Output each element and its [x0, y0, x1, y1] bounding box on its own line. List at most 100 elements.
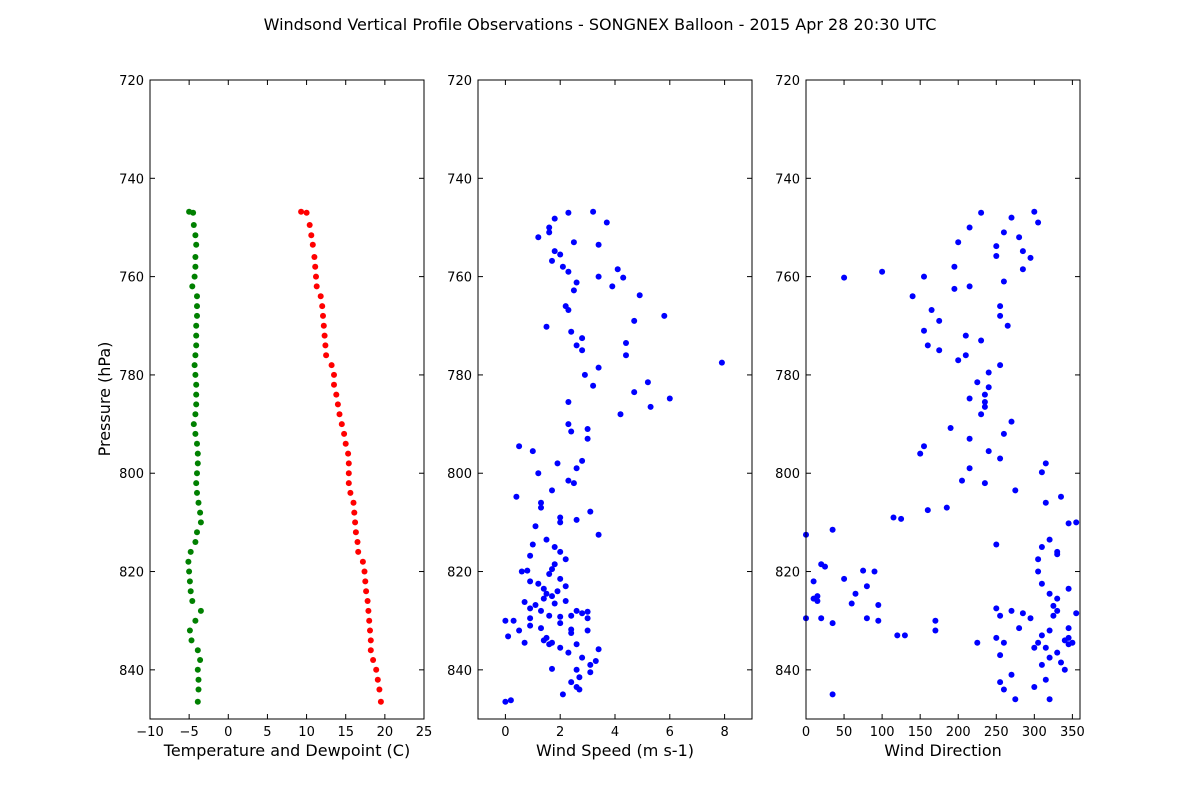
x-tick-label: 0 — [802, 725, 810, 740]
data-point — [932, 617, 939, 624]
data-point — [557, 613, 564, 620]
data-point — [631, 389, 638, 396]
data-point — [1035, 568, 1042, 575]
data-point — [1038, 580, 1045, 587]
data-point — [909, 293, 916, 300]
x-tick-label: 20 — [377, 725, 394, 740]
data-point — [829, 526, 836, 533]
data-point — [644, 379, 651, 386]
data-point — [363, 588, 370, 595]
data-point — [614, 266, 621, 273]
x-tick-label: 5 — [263, 725, 271, 740]
data-point — [507, 697, 514, 704]
data-point — [331, 381, 337, 388]
data-point — [361, 568, 368, 575]
data-point — [584, 615, 591, 622]
data-point — [538, 625, 544, 632]
data-point — [1019, 266, 1026, 273]
data-point — [921, 273, 927, 280]
data-point — [848, 600, 855, 607]
data-point — [573, 516, 580, 523]
data-point — [546, 641, 553, 648]
data-point — [1054, 551, 1061, 558]
data-point — [576, 674, 583, 681]
data-point — [879, 268, 886, 275]
data-point — [370, 657, 377, 663]
data-point — [186, 568, 193, 575]
data-point — [345, 460, 352, 467]
data-point — [313, 273, 319, 280]
data-point — [1016, 625, 1023, 632]
x-axis-label: Temperature and Dewpoint (C) — [163, 741, 410, 760]
data-point — [966, 283, 973, 290]
data-point — [535, 470, 542, 477]
data-point — [936, 347, 943, 354]
data-point — [194, 293, 200, 300]
data-point — [190, 222, 197, 228]
data-point — [997, 303, 1004, 310]
data-point — [365, 607, 372, 614]
data-point — [527, 615, 534, 622]
data-point — [590, 382, 597, 389]
data-point — [818, 615, 825, 622]
data-point — [1000, 229, 1007, 236]
data-point — [966, 435, 973, 442]
data-point — [195, 499, 202, 506]
data-point — [573, 607, 580, 614]
data-point — [557, 644, 564, 651]
data-point — [317, 293, 324, 300]
data-point — [590, 208, 597, 215]
data-point — [510, 617, 517, 624]
data-point — [617, 411, 624, 418]
data-point — [194, 450, 201, 457]
data-point — [570, 239, 577, 246]
data-point — [186, 627, 193, 634]
y-tick-label: 720 — [119, 74, 144, 89]
data-point — [576, 686, 583, 693]
data-point — [549, 665, 555, 672]
data-point — [1038, 661, 1045, 668]
data-point — [1000, 430, 1007, 437]
data-point — [1035, 556, 1042, 563]
data-point — [193, 241, 200, 248]
data-point — [342, 440, 349, 447]
data-point — [928, 307, 935, 313]
data-point — [546, 571, 553, 577]
data-point — [551, 600, 558, 607]
data-point — [345, 480, 352, 487]
data-point — [194, 312, 200, 319]
data-point — [1046, 590, 1053, 597]
data-point — [1054, 649, 1061, 656]
data-point — [565, 421, 572, 428]
data-point — [557, 548, 564, 555]
data-point — [543, 536, 550, 543]
data-point — [568, 612, 575, 619]
data-point — [1065, 625, 1072, 632]
data-point — [1008, 671, 1015, 678]
data-point — [570, 287, 577, 294]
data-point — [1012, 487, 1019, 494]
data-point — [376, 686, 383, 693]
data-point — [355, 548, 362, 555]
data-point — [978, 209, 985, 216]
data-point — [595, 646, 602, 653]
data-point — [192, 430, 199, 437]
data-point — [352, 529, 359, 536]
data-point — [377, 698, 384, 705]
x-tick-label: 250 — [984, 725, 1009, 740]
x-axis-label: Wind Direction — [884, 741, 1002, 760]
data-point — [359, 558, 366, 565]
data-point — [373, 666, 380, 673]
data-point — [192, 617, 199, 624]
data-point — [192, 411, 199, 418]
data-point — [345, 450, 352, 457]
data-point — [543, 323, 550, 330]
data-point — [197, 607, 204, 614]
y-tick-label: 760 — [775, 271, 800, 286]
data-point — [985, 448, 992, 455]
data-point — [529, 448, 536, 455]
data-point — [1038, 632, 1045, 639]
data-point — [936, 317, 943, 324]
data-point — [993, 634, 1000, 641]
